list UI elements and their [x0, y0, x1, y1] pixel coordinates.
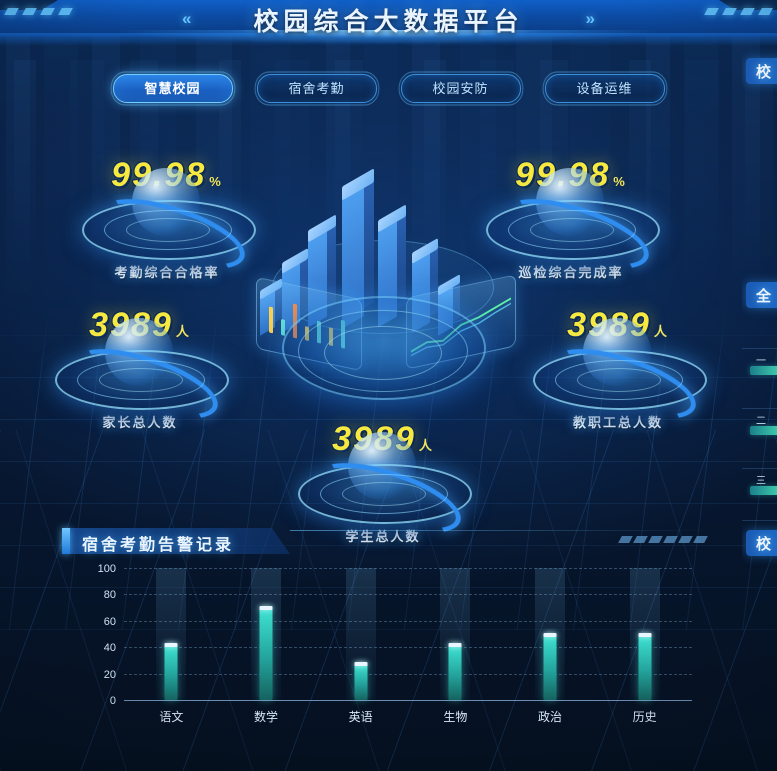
x-axis-line [124, 700, 692, 701]
tab-label: 设备运维 [576, 81, 633, 96]
progress-bar [750, 426, 777, 435]
bar-fill [259, 607, 273, 700]
bar-cap [164, 642, 178, 647]
bar-cap [638, 633, 652, 638]
y-axis-tick: 40 [103, 642, 116, 655]
rank-label: 三 [756, 476, 766, 487]
main-nav-tabs: 智慧校园 宿舍考勤 校园安防 设备运维 [0, 71, 777, 106]
side-panel-header-3[interactable]: 校 [746, 530, 777, 556]
grid-line: 100 [98, 563, 692, 575]
bar-chart: 0 20 40 60 80 100 语文 数学 英语 生物 政治 历史 [62, 562, 712, 740]
y-axis-tick: 0 [109, 695, 116, 707]
y-axis-tick: 20 [103, 668, 116, 681]
panel-header: 宿舍考勤告警记录 [62, 528, 712, 558]
tab-label: 宿舍考勤 [288, 81, 345, 96]
rank-label: 一 [756, 356, 766, 367]
bar-fill [638, 635, 652, 700]
metric-pod-attendance-rate[interactable]: 99.98% 考勤综合合格率 [69, 158, 265, 284]
app-header: « » 校园综合大数据平台 [0, 0, 777, 46]
chart-bar[interactable] [543, 633, 557, 700]
bar-cap [543, 633, 557, 638]
metric-disc [486, 168, 660, 284]
metric-pod-parents-total[interactable]: 3989人 家长总人数 [42, 308, 238, 434]
tab-label: 校园安防 [432, 81, 489, 96]
grid-line: 80 [104, 589, 692, 601]
x-axis-tick: 政治 [537, 710, 563, 724]
metric-pod-staff-total[interactable]: 3989人 教职工总人数 [520, 308, 716, 434]
x-axis-tick: 生物 [443, 710, 468, 724]
y-axis-tick: 60 [103, 615, 116, 628]
chart-bar[interactable] [354, 662, 368, 700]
x-axis-tick: 英语 [348, 710, 373, 724]
progress-bar [750, 366, 777, 375]
bar-fill [448, 644, 462, 700]
alert-record-panel: 宿舍考勤告警记录 0 20 40 60 80 100 语文 数学 英语 生物 政治 历史 [62, 528, 712, 743]
metric-unit: 人 [175, 324, 191, 339]
y-axis-tick: 100 [97, 563, 116, 575]
metric-unit: 人 [653, 324, 669, 339]
progress-bar [750, 486, 777, 495]
bar-fill [354, 664, 368, 700]
chart-bar[interactable] [164, 642, 178, 700]
tab-3[interactable]: 设备运维 [542, 71, 667, 106]
metric-unit: 人 [418, 438, 434, 453]
bar-cap [259, 605, 273, 610]
chart-bar[interactable] [259, 605, 273, 700]
x-axis-tick: 语文 [159, 710, 184, 724]
panel-dash-icons [618, 536, 708, 543]
tab-2[interactable]: 校园安防 [398, 71, 523, 106]
platform-ring-inner [324, 326, 442, 380]
metric-disc [82, 168, 256, 284]
chart-plot-area: 0 20 40 60 80 100 [98, 563, 692, 707]
panel-title: 宿舍考勤告警记录 [82, 537, 235, 554]
x-axis-tick: 历史 [632, 710, 657, 724]
grid-line: 60 [104, 616, 692, 628]
x-axis-tick: 数学 [253, 710, 279, 724]
tab-1[interactable]: 宿舍考勤 [254, 71, 379, 106]
bar-cap [354, 662, 368, 667]
metric-disc [298, 432, 472, 548]
metric-disc [533, 318, 707, 434]
tab-label: 智慧校园 [144, 81, 201, 96]
panel-accent-bar [62, 528, 70, 554]
grid-line: 20 [104, 669, 692, 681]
y-axis-tick: 80 [103, 589, 116, 602]
grid-line: 40 [104, 642, 692, 654]
chart-bar[interactable] [448, 642, 462, 700]
metric-unit: % [613, 174, 627, 189]
chart-bar[interactable] [638, 633, 652, 700]
page-title: 校园综合大数据平台 [253, 8, 524, 36]
bar-fill [543, 635, 557, 700]
metric-unit: % [209, 174, 223, 189]
side-panel-header-2[interactable]: 全 [746, 282, 777, 308]
bar-cap [448, 642, 462, 647]
tab-0[interactable]: 智慧校园 [110, 71, 235, 106]
metric-pod-inspection-rate[interactable]: 99.98% 巡检综合完成率 [473, 158, 669, 284]
bar-fill [164, 644, 178, 700]
metric-pod-students-total[interactable]: 3989人 学生总人数 [285, 422, 481, 548]
rank-label: 二 [756, 416, 766, 427]
right-side-panels: 校 全 校 一 二 三 [742, 0, 777, 771]
metric-disc [55, 318, 229, 434]
